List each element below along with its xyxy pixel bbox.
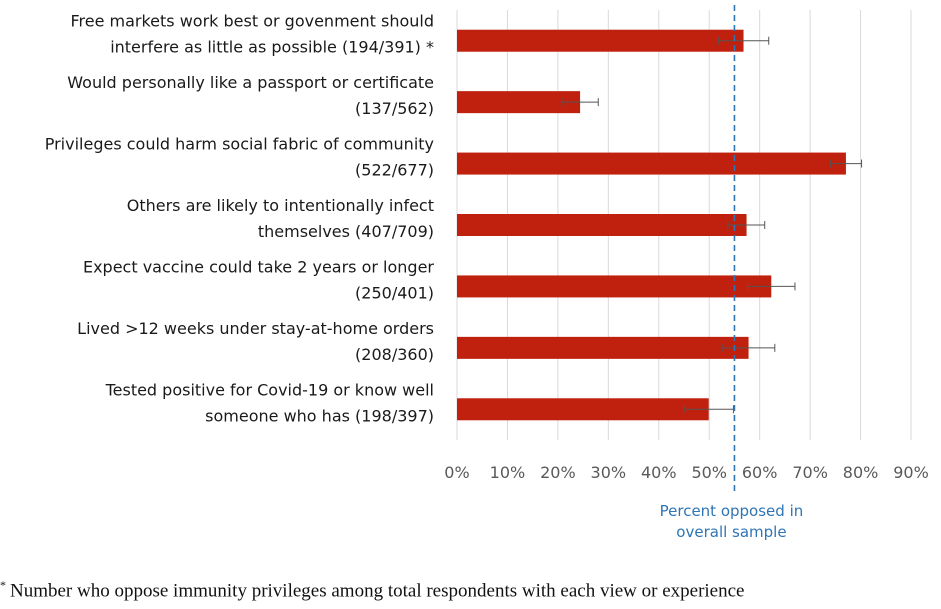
x-tick-label: 0% [444, 463, 469, 482]
x-tick-label: 70% [792, 463, 828, 482]
bar [457, 91, 581, 114]
x-tick-label: 80% [843, 463, 879, 482]
bar [457, 336, 749, 359]
x-tick-label: 20% [540, 463, 576, 482]
x-tick-label: 10% [490, 463, 526, 482]
category-label: Tested positive for Covid-19 or know wel… [105, 380, 434, 425]
bar [457, 152, 846, 175]
error-bars [561, 36, 863, 414]
category-label: Expect vaccine could take 2 years or lon… [83, 257, 434, 302]
footnote-marker: * [0, 578, 6, 592]
x-tick-label: 90% [893, 463, 929, 482]
footnote: * Number who oppose immunity privileges a… [0, 578, 941, 602]
category-label: Privileges could harm social fabric of c… [45, 135, 434, 180]
x-tick-label: 60% [742, 463, 778, 482]
reference-line-group: Percent opposed in overall sample [660, 5, 804, 541]
reference-line-label: Percent opposed in overall sample [660, 502, 804, 541]
bar [457, 398, 709, 421]
category-label: Lived >12 weeks under stay-at-home order… [77, 319, 434, 364]
bar [457, 29, 744, 52]
x-tick-labels: 0% 10% 20% 30% 40% 50% 60% 70% 80% 90% [444, 463, 928, 482]
footnote-text: Number who oppose immunity privileges am… [10, 580, 745, 602]
x-tick-label: 40% [641, 463, 677, 482]
bar-chart: Free markets work best or govenment shou… [45, 5, 929, 541]
category-labels: Free markets work best or govenment shou… [45, 12, 435, 426]
x-tick-label: 50% [691, 463, 727, 482]
bar [457, 214, 747, 236]
bars [457, 29, 846, 421]
bar [457, 275, 772, 298]
category-label: Free markets work best or govenment shou… [70, 12, 434, 57]
category-label: Others are likely to intentionally infec… [127, 196, 434, 241]
category-label: Would personally like a passport or cert… [67, 73, 434, 118]
x-tick-label: 30% [591, 463, 627, 482]
